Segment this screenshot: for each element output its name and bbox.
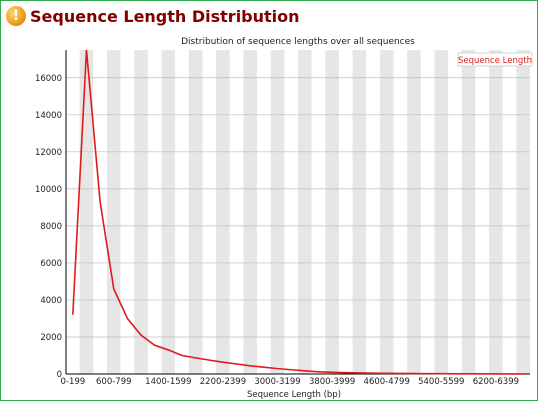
chart-title: Distribution of sequence lengths over al… bbox=[181, 37, 415, 47]
x-tick-label: 3000-3199 bbox=[254, 377, 300, 387]
x-band-3000-3199 bbox=[270, 50, 285, 374]
page-title: Sequence Length Distribution bbox=[30, 6, 300, 26]
x-band-4800-4999 bbox=[393, 50, 408, 374]
x-band-1400-1599 bbox=[161, 50, 176, 374]
x-band-2400-2599 bbox=[229, 50, 244, 374]
y-tick-label: 14000 bbox=[35, 111, 62, 121]
x-tick-label: 2200-2399 bbox=[200, 377, 246, 387]
panel-header: ! Sequence Length Distribution bbox=[6, 3, 300, 29]
x-band-2000-2199 bbox=[202, 50, 217, 374]
x-band-3600-3799 bbox=[311, 50, 326, 374]
x-tick-label: 600-799 bbox=[96, 377, 132, 387]
x-tick-label: 1400-1599 bbox=[145, 377, 191, 387]
x-band-4600-4799 bbox=[379, 50, 394, 374]
legend-entry-sequence-length: Sequence Length bbox=[458, 56, 532, 66]
x-band-5200-5399 bbox=[420, 50, 435, 374]
x-band-6600-6799 bbox=[516, 50, 530, 374]
x-band-5400-5599 bbox=[434, 50, 449, 374]
x-band-4200-4399 bbox=[352, 50, 367, 374]
x-tick-label: 4600-4799 bbox=[364, 377, 410, 387]
x-band-5000-5199 bbox=[407, 50, 421, 374]
y-tick-label: 6000 bbox=[40, 259, 62, 269]
x-band-6000-6199 bbox=[475, 50, 490, 374]
y-tick-label: 8000 bbox=[40, 222, 62, 232]
x-band-3200-3399 bbox=[284, 50, 298, 374]
x-band-6400-6599 bbox=[502, 50, 517, 374]
x-band-600-799 bbox=[106, 50, 121, 374]
y-tick-label: 0 bbox=[57, 370, 62, 380]
x-band-800-999 bbox=[120, 50, 135, 374]
x-band-5600-5799 bbox=[448, 50, 462, 374]
x-tick-label: 0-199 bbox=[60, 377, 85, 387]
y-tick-label: 4000 bbox=[40, 296, 62, 306]
x-band-1800-1999 bbox=[188, 50, 203, 374]
x-band-2800-2999 bbox=[257, 50, 271, 374]
x-tick-label: 6200-6399 bbox=[473, 377, 519, 387]
x-band-6200-6399 bbox=[489, 50, 503, 374]
y-tick-label: 2000 bbox=[40, 333, 62, 343]
x-band-5800-5999 bbox=[461, 50, 476, 374]
y-tick-label: 12000 bbox=[35, 148, 62, 158]
x-band-0-199 bbox=[66, 50, 80, 374]
x-tick-label: 3800-3999 bbox=[309, 377, 355, 387]
x-band-4000-4199 bbox=[338, 50, 353, 374]
x-band-4400-4599 bbox=[366, 50, 380, 374]
y-tick-label: 16000 bbox=[35, 74, 62, 84]
x-band-2200-2399 bbox=[216, 50, 230, 374]
x-band-3400-3599 bbox=[298, 50, 312, 374]
legend-box bbox=[457, 52, 533, 67]
x-band-1600-1799 bbox=[175, 50, 189, 374]
x-axis-label: Sequence Length (bp) bbox=[247, 390, 341, 400]
y-tick-label: 10000 bbox=[35, 185, 62, 195]
x-band-2600-2799 bbox=[243, 50, 258, 374]
series-line-sequence-length bbox=[72, 49, 524, 375]
warning-icon: ! bbox=[6, 6, 26, 26]
x-tick-label: 5400-5599 bbox=[418, 377, 464, 387]
x-band-1000-1199 bbox=[134, 50, 148, 374]
x-band-400-599 bbox=[93, 50, 107, 374]
x-band-3800-3999 bbox=[325, 50, 339, 374]
x-band-1200-1399 bbox=[147, 50, 162, 374]
